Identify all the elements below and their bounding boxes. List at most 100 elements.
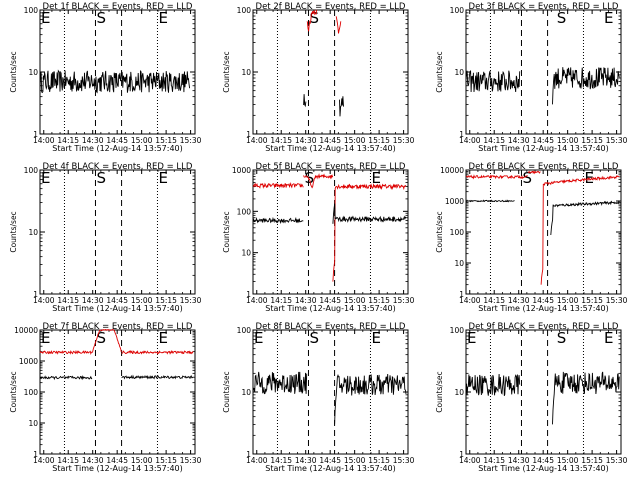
x-tick-label: 15:00	[344, 456, 366, 465]
black-events-series-line	[252, 371, 308, 395]
y-tick-label: 10	[454, 68, 464, 77]
black-events-series-line	[39, 69, 191, 94]
black-events-series-line	[121, 374, 194, 380]
time-marker-e: E	[158, 329, 167, 347]
x-axis-label: Start Time (12-Aug-14 13:57:40)	[478, 144, 609, 153]
black-events-series-line	[39, 375, 93, 381]
black-events-series-line	[550, 200, 620, 236]
plot-frame	[465, 9, 622, 135]
red-lld-series-line	[303, 173, 334, 189]
x-tick-label: 14:30	[295, 136, 317, 145]
red-lld-series-line	[39, 349, 93, 355]
x-tick-label: 15:15	[581, 136, 603, 145]
x-tick-label: 14:00	[246, 136, 268, 145]
x-tick-label: 14:00	[459, 456, 481, 465]
x-axis-label: Start Time (12-Aug-14 13:57:40)	[478, 464, 609, 473]
y-tick-label: 1	[246, 450, 251, 459]
red-lld-series-line	[332, 182, 407, 282]
y-axis-label: Counts/sec	[222, 51, 231, 92]
x-tick-label: 14:15	[57, 456, 79, 465]
plot-panel-9: Det 9f BLACK = Events, RED = LLD 1 10 100 14…	[435, 322, 628, 473]
plot-title: Det 8f BLACK = Events, RED = LLD	[256, 322, 406, 332]
plot-panel-7: Det 7f BLACK = Events, RED = LLD 1 10 100 10…	[9, 322, 202, 473]
x-tick-label: 14:15	[57, 296, 79, 305]
time-marker-e: E	[158, 9, 167, 27]
x-tick-label: 14:30	[295, 456, 317, 465]
red-lld-series-line	[252, 182, 304, 189]
time-marker-e: E	[371, 169, 380, 187]
plot-title: Det 7f BLACK = Events, RED = LLD	[43, 322, 193, 332]
x-tick-label: 15:00	[557, 296, 579, 305]
plot-title: Det 6f BLACK = Events, RED = LLD	[469, 162, 619, 172]
x-tick-label: 15:15	[155, 296, 177, 305]
plot-panel-4: Det 4f BLACK = Events, RED = LLD 1 10 100 14…	[9, 162, 202, 313]
x-axis-label: Start Time (12-Aug-14 13:57:40)	[52, 304, 183, 313]
y-tick-label: 10	[241, 388, 251, 397]
x-tick-label: 14:30	[295, 296, 317, 305]
time-marker-s: S	[557, 9, 567, 27]
x-axis-label: Start Time (12-Aug-14 13:57:40)	[52, 144, 183, 153]
y-axis-label: Counts/sec	[9, 211, 18, 252]
y-tick-label: 1000	[232, 166, 251, 175]
y-axis-label: Counts/sec	[435, 211, 444, 252]
y-tick-label: 10	[241, 68, 251, 77]
plot-title: Det 1f BLACK = Events, RED = LLD	[43, 2, 193, 12]
y-tick-label: 10	[28, 228, 38, 237]
red-lld-series-line	[540, 175, 620, 285]
y-tick-label: 1	[33, 450, 38, 459]
plot-title: Det 5f BLACK = Events, RED = LLD	[256, 162, 406, 172]
black-events-series-line	[465, 199, 515, 203]
y-tick-label: 100	[450, 228, 465, 237]
plot-panel-2: Det 2f BLACK = Events, RED = LLD 1 10 100 14…	[222, 2, 415, 153]
y-axis-label: Counts/sec	[435, 371, 444, 412]
y-axis-label: Counts/sec	[222, 211, 231, 252]
plot-frame	[252, 329, 409, 455]
time-marker-e: E	[467, 329, 476, 347]
time-marker-e: E	[604, 9, 613, 27]
x-tick-label: 15:15	[368, 136, 390, 145]
time-marker-e: E	[41, 9, 50, 27]
y-tick-label: 100	[24, 388, 39, 397]
y-tick-label: 1	[459, 130, 464, 139]
x-tick-label: 15:00	[557, 136, 579, 145]
x-tick-label: 15:30	[393, 296, 415, 305]
x-tick-label: 14:00	[33, 456, 55, 465]
x-tick-label: 14:45	[319, 136, 341, 145]
x-tick-label: 14:45	[106, 296, 128, 305]
y-tick-label: 1	[459, 290, 464, 299]
x-tick-label: 14:15	[57, 136, 79, 145]
x-tick-label: 15:30	[180, 136, 202, 145]
y-tick-label: 1	[33, 130, 38, 139]
x-tick-label: 14:00	[459, 136, 481, 145]
x-tick-label: 14:15	[270, 456, 292, 465]
black-events-series-line	[552, 371, 620, 425]
y-tick-label: 1	[246, 290, 251, 299]
y-tick-label: 100	[450, 6, 465, 15]
black-events-series-line	[552, 67, 620, 105]
y-tick-label: 10000	[440, 166, 464, 175]
x-tick-label: 15:30	[393, 136, 415, 145]
time-marker-s: S	[557, 329, 567, 347]
x-tick-label: 15:30	[606, 456, 628, 465]
x-tick-label: 14:45	[532, 456, 554, 465]
red-lld-series-line	[91, 328, 122, 353]
plot-frame	[39, 169, 196, 295]
red-lld-series-line	[527, 170, 541, 175]
time-marker-s: S	[309, 329, 319, 347]
y-tick-label: 100	[237, 207, 252, 216]
y-axis-label: Counts/sec	[222, 371, 231, 412]
plot-title: Det 3f BLACK = Events, RED = LLD	[469, 2, 619, 12]
x-tick-label: 15:15	[368, 296, 390, 305]
x-tick-label: 15:00	[344, 296, 366, 305]
plot-frame	[252, 9, 409, 135]
x-tick-label: 14:45	[532, 296, 554, 305]
time-marker-e: E	[584, 169, 593, 187]
plot-panel-6: Det 6f BLACK = Events, RED = LLD 1 10 100 10…	[435, 162, 628, 313]
x-tick-label: 14:30	[82, 456, 104, 465]
time-marker-e: E	[371, 329, 380, 347]
x-tick-label: 14:00	[246, 296, 268, 305]
x-tick-label: 15:15	[155, 456, 177, 465]
x-tick-label: 14:00	[459, 296, 481, 305]
time-marker-e: E	[41, 169, 50, 187]
x-tick-label: 14:00	[33, 136, 55, 145]
